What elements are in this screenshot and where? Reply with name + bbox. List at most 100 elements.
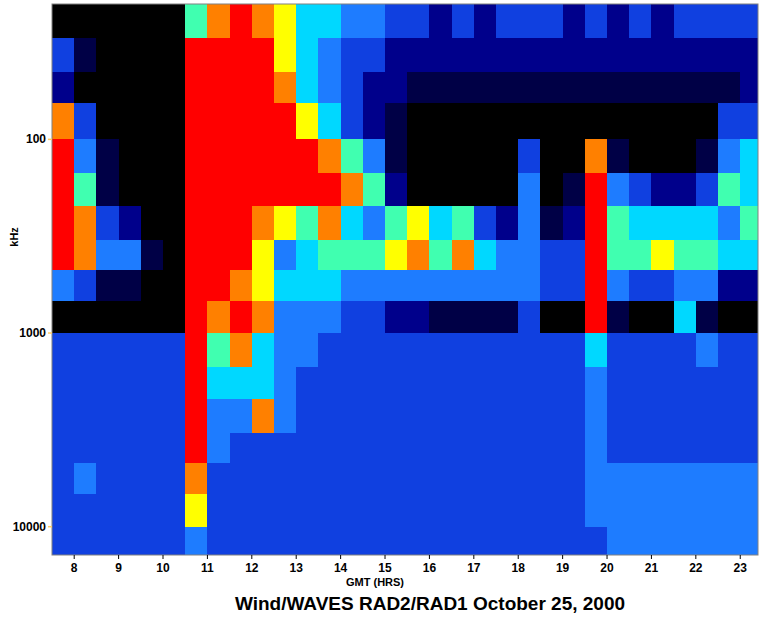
cell [163, 494, 186, 527]
cell [96, 494, 119, 527]
cell [518, 173, 541, 206]
cell [585, 399, 608, 434]
x-tick-label: 20 [600, 561, 614, 575]
cell [141, 139, 164, 174]
cell [407, 139, 430, 174]
cell [363, 270, 386, 302]
cell [518, 103, 541, 140]
cell [629, 72, 652, 104]
cell [185, 139, 208, 174]
cell [341, 173, 364, 206]
cell [52, 4, 75, 39]
cell [252, 38, 275, 73]
cell [318, 270, 341, 302]
x-tick-label: 19 [556, 561, 570, 575]
cell [429, 367, 452, 400]
cell [452, 367, 475, 400]
cell [163, 240, 186, 270]
cell [341, 139, 364, 174]
cell [207, 38, 230, 73]
cell [385, 103, 408, 140]
cell [141, 240, 164, 270]
cell [96, 139, 119, 174]
x-tick [429, 555, 430, 559]
cell [252, 173, 275, 206]
cell [496, 301, 519, 334]
cell [718, 333, 741, 368]
cell [252, 367, 275, 400]
cell [141, 433, 164, 463]
cell [52, 206, 75, 241]
cell [119, 38, 142, 73]
y-axis-title: kHz [8, 227, 20, 247]
cell [474, 72, 497, 104]
cell [385, 270, 408, 302]
cell [651, 139, 674, 174]
cell [718, 139, 741, 174]
cell [407, 433, 430, 463]
cell [119, 463, 142, 495]
cell [585, 4, 608, 39]
cell [318, 333, 341, 368]
cell [96, 433, 119, 463]
cell [141, 367, 164, 400]
cell [252, 463, 275, 495]
cell [96, 367, 119, 400]
cell [296, 301, 319, 334]
cell [96, 527, 119, 555]
plot-frame [52, 4, 758, 555]
cell [718, 240, 741, 270]
cell [718, 103, 741, 140]
cell [252, 270, 275, 302]
cell [141, 72, 164, 104]
cell [141, 173, 164, 206]
cell [429, 433, 452, 463]
cell [274, 139, 297, 174]
cell [429, 4, 452, 39]
cell [274, 72, 297, 104]
cell [429, 139, 452, 174]
cell [718, 72, 741, 104]
cell [185, 463, 208, 495]
cell [74, 103, 97, 140]
cell [141, 494, 164, 527]
cell [496, 139, 519, 174]
cell [341, 333, 364, 368]
cell [607, 206, 630, 241]
cell [341, 240, 364, 270]
x-tick-label: 10 [156, 561, 170, 575]
cell [363, 173, 386, 206]
cell [740, 139, 758, 174]
x-tick [340, 555, 341, 559]
cell [230, 301, 253, 334]
cell [452, 270, 475, 302]
cell [163, 38, 186, 73]
cell [718, 399, 741, 434]
cell [674, 433, 697, 463]
cell [318, 38, 341, 73]
cell [429, 527, 452, 555]
cell [607, 173, 630, 206]
cell [540, 173, 563, 206]
cell [540, 72, 563, 104]
cell [540, 270, 563, 302]
cell [452, 333, 475, 368]
cell [163, 367, 186, 400]
cell [474, 139, 497, 174]
cell [385, 333, 408, 368]
cell [207, 367, 230, 400]
cell [318, 433, 341, 463]
cell [407, 206, 430, 241]
cell [52, 399, 75, 434]
cell [318, 463, 341, 495]
cell [119, 103, 142, 140]
cell [585, 173, 608, 206]
x-tick-label: 11 [201, 561, 214, 575]
cell [496, 38, 519, 73]
cell [407, 527, 430, 555]
cell [119, 399, 142, 434]
x-tick [473, 555, 474, 559]
cell [230, 206, 253, 241]
cell [385, 494, 408, 527]
cell [674, 4, 697, 39]
